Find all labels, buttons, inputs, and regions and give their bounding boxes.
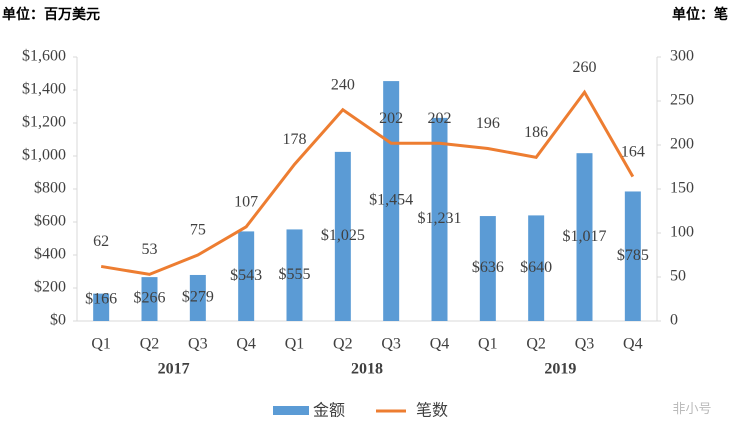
- x-tick-label: Q3: [188, 336, 208, 353]
- x-tick-label: Q2: [140, 336, 160, 353]
- year-label: 2018: [351, 361, 383, 378]
- y-tick-label: $1,400: [22, 81, 66, 98]
- y-tick-label: $1,000: [22, 147, 66, 164]
- watermark: 非小号: [672, 401, 711, 416]
- bar: [528, 215, 545, 321]
- y-tick-label: $1,600: [22, 48, 66, 65]
- x-tick-label: Q3: [381, 336, 401, 353]
- bar-value-label: $555: [279, 266, 311, 283]
- bar: [479, 216, 496, 321]
- line-value-label: 202: [379, 110, 403, 127]
- bar-value-label: $279: [182, 289, 214, 306]
- bar: [431, 117, 448, 321]
- x-tick-label: Q1: [91, 336, 111, 353]
- x-tick-label: Q3: [575, 336, 595, 353]
- x-tick-label: Q4: [623, 336, 643, 353]
- line-value-label: 260: [573, 59, 597, 76]
- bar: [334, 151, 351, 321]
- x-tick-label: Q2: [526, 336, 546, 353]
- y-tick-label: $400: [34, 246, 66, 263]
- x-tick-label: Q1: [478, 336, 498, 353]
- line-value-label: 178: [283, 131, 307, 148]
- line-value-label: 196: [476, 115, 500, 132]
- bar-value-label: $636: [472, 259, 504, 276]
- y-tick-label: $600: [34, 213, 66, 230]
- y-tick-label: $200: [34, 279, 66, 296]
- y-tick-label: $1,200: [22, 114, 66, 131]
- line-value-label: 53: [142, 241, 158, 258]
- y-tick-label: $800: [34, 180, 66, 197]
- x-tick-label: Q1: [285, 336, 305, 353]
- bar: [189, 274, 206, 321]
- bar-value-label: $166: [85, 291, 117, 308]
- y2-tick-label: 250: [670, 92, 694, 109]
- bar: [141, 277, 158, 321]
- bar-value-label: $640: [520, 259, 552, 276]
- y-tick-label: $0: [50, 312, 66, 329]
- bar-value-label: $785: [617, 247, 649, 264]
- right-unit: 单位：笔: [672, 6, 728, 23]
- y2-tick-label: 50: [670, 268, 686, 285]
- line-value-label: 164: [621, 143, 645, 160]
- bar-value-label: $543: [230, 267, 262, 284]
- line-value-label: 186: [524, 124, 548, 141]
- year-label: 2017: [158, 361, 190, 378]
- bar-value-label: $1,017: [563, 228, 607, 245]
- x-tick-label: Q2: [333, 336, 353, 353]
- legend-label: 金额: [313, 402, 345, 420]
- line-value-label: 202: [428, 110, 452, 127]
- x-tick-label: Q4: [236, 336, 256, 353]
- left-unit: 单位：百万美元: [2, 6, 100, 23]
- year-label: 2019: [544, 361, 576, 378]
- bar: [93, 293, 110, 321]
- y2-tick-label: 100: [670, 224, 694, 241]
- legend-label: 笔数: [416, 402, 448, 420]
- legend-swatch: [273, 406, 309, 415]
- y2-tick-label: 200: [670, 136, 694, 153]
- line-value-label: 107: [234, 194, 258, 211]
- line-value-label: 240: [331, 76, 355, 93]
- bar-value-label: $266: [134, 290, 166, 307]
- bar: [238, 231, 255, 321]
- y2-tick-label: 0: [670, 312, 678, 329]
- x-tick-label: Q4: [430, 336, 450, 353]
- bar: [286, 229, 303, 321]
- y2-tick-label: 150: [670, 180, 694, 197]
- line-series: [100, 89, 635, 276]
- line-value-label: 75: [190, 222, 206, 239]
- y2-tick-label: 300: [670, 48, 694, 65]
- bar-value-label: $1,454: [369, 192, 413, 209]
- bar: [576, 153, 593, 321]
- bar: [624, 191, 641, 321]
- line-value-label: 62: [93, 233, 109, 250]
- bar-value-label: $1,231: [418, 210, 462, 227]
- bar-value-label: $1,025: [321, 227, 365, 244]
